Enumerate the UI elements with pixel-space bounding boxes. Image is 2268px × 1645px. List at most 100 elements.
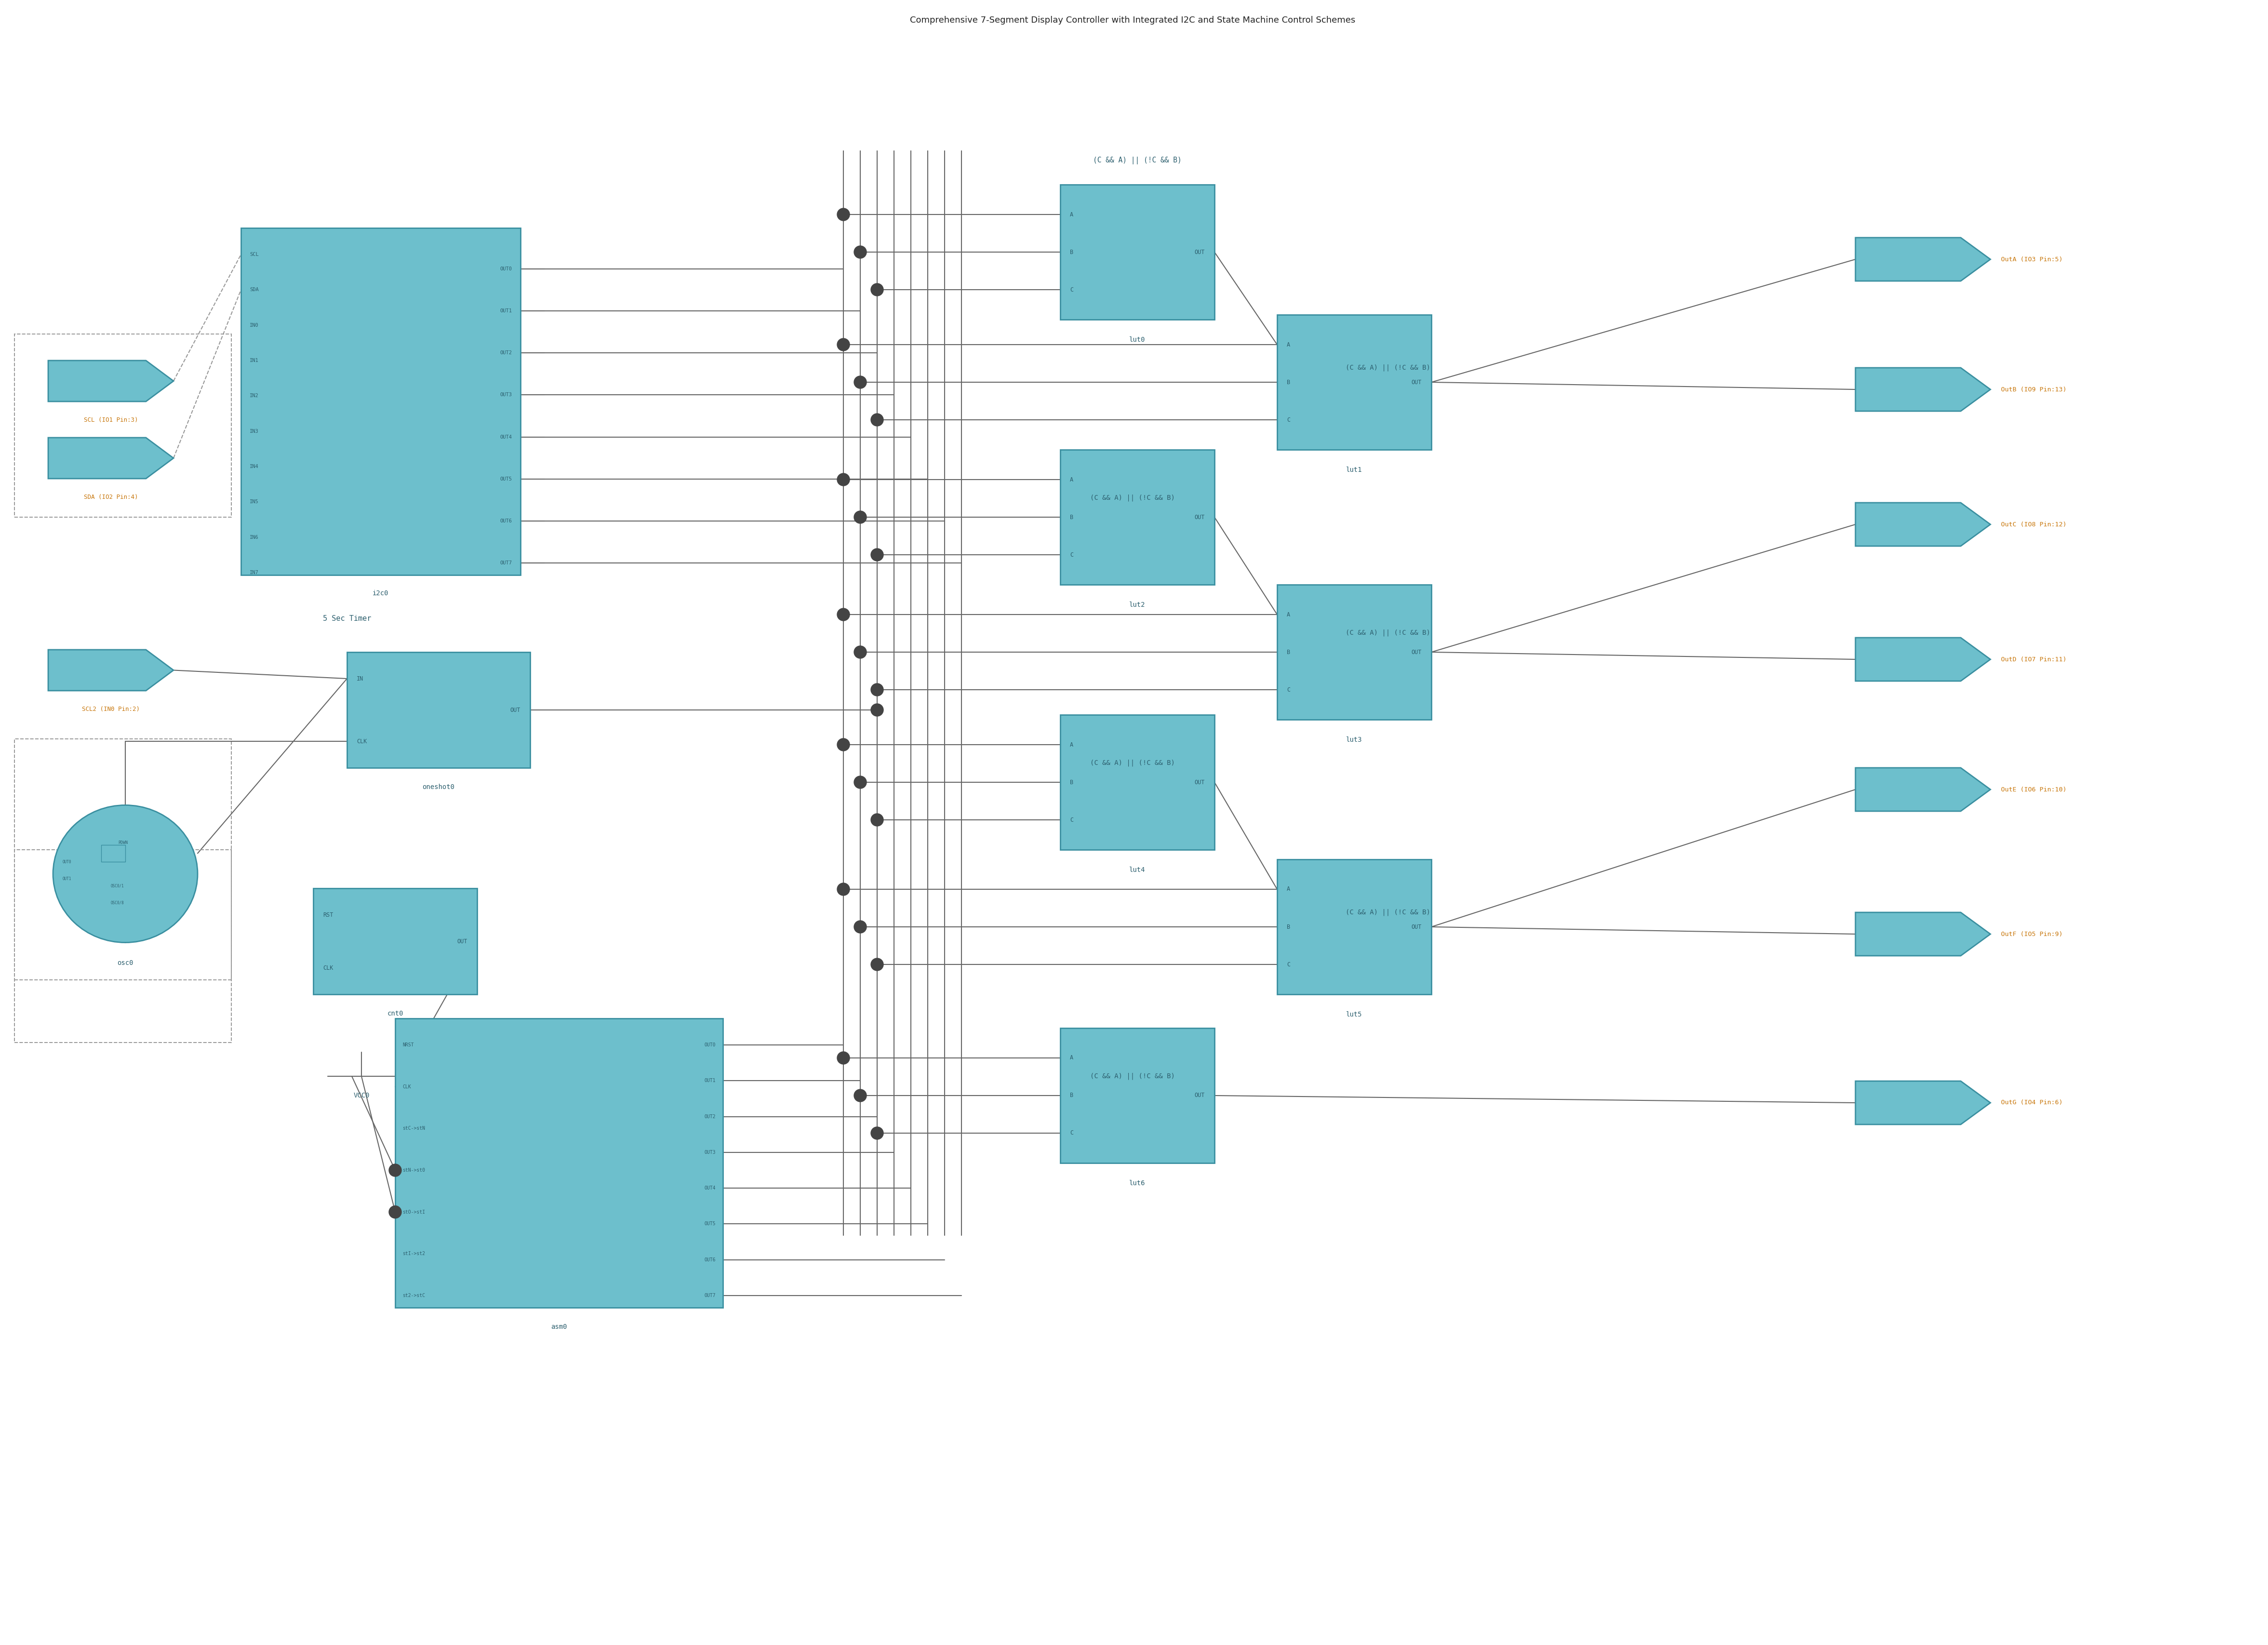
FancyBboxPatch shape [102, 846, 125, 862]
Text: SCL: SCL [249, 252, 259, 257]
Text: OUT4: OUT4 [499, 434, 513, 439]
Text: OUT6: OUT6 [499, 518, 513, 523]
Text: C: C [1286, 686, 1290, 693]
Circle shape [871, 683, 885, 696]
Text: OUT7: OUT7 [705, 1293, 717, 1298]
Text: A: A [1070, 477, 1073, 482]
Text: OutD (IO7 Pin:11): OutD (IO7 Pin:11) [2000, 656, 2066, 663]
Text: CLK: CLK [401, 1084, 411, 1089]
Text: OutE (IO6 Pin:10): OutE (IO6 Pin:10) [2000, 786, 2066, 793]
Circle shape [855, 512, 866, 523]
Text: OUT4: OUT4 [705, 1186, 717, 1191]
Text: NRST: NRST [401, 1043, 413, 1048]
Text: IN4: IN4 [249, 464, 259, 469]
FancyBboxPatch shape [1059, 184, 1213, 319]
Text: OUT1: OUT1 [64, 877, 73, 880]
Text: A: A [1286, 887, 1290, 892]
Text: PDWN: PDWN [118, 841, 127, 844]
Text: stN->st0: stN->st0 [401, 1168, 424, 1173]
Circle shape [855, 245, 866, 258]
Text: OUT0: OUT0 [64, 860, 73, 864]
Text: OutG (IO4 Pin:6): OutG (IO4 Pin:6) [2000, 1099, 2062, 1105]
Text: A: A [1286, 612, 1290, 617]
Text: osc0: osc0 [118, 959, 134, 966]
Text: C: C [1286, 416, 1290, 423]
Text: OUT: OUT [458, 938, 467, 944]
Circle shape [871, 548, 885, 561]
Circle shape [871, 957, 885, 971]
Polygon shape [1855, 638, 1991, 681]
Text: C: C [1070, 1130, 1073, 1137]
Polygon shape [48, 438, 172, 479]
Text: OUT: OUT [1195, 513, 1204, 520]
Text: asm0: asm0 [551, 1324, 567, 1331]
Circle shape [871, 283, 885, 296]
Circle shape [837, 609, 850, 620]
Polygon shape [1855, 913, 1991, 956]
Text: OUT5: OUT5 [499, 477, 513, 482]
Text: VCC0: VCC0 [354, 1092, 370, 1099]
Circle shape [855, 377, 866, 388]
Text: CLK: CLK [356, 739, 367, 745]
Text: OUT2: OUT2 [499, 350, 513, 355]
Polygon shape [48, 650, 172, 691]
Text: i2c0: i2c0 [372, 591, 388, 597]
Text: (C && A) || (!C && B): (C && A) || (!C && B) [1345, 364, 1431, 372]
Text: stC->stN: stC->stN [401, 1127, 424, 1130]
Text: OutF (IO5 Pin:9): OutF (IO5 Pin:9) [2000, 931, 2062, 938]
Text: lut4: lut4 [1129, 867, 1145, 873]
Text: oneshot0: oneshot0 [422, 783, 454, 791]
Text: OUT: OUT [1195, 780, 1204, 785]
Text: RST: RST [322, 911, 333, 918]
Text: lut5: lut5 [1347, 1012, 1363, 1018]
FancyBboxPatch shape [1277, 314, 1431, 449]
FancyBboxPatch shape [395, 1018, 723, 1308]
Text: OUT: OUT [1411, 650, 1422, 655]
Text: OUT6: OUT6 [705, 1257, 717, 1262]
Text: OUT2: OUT2 [705, 1114, 717, 1119]
Text: (C && A) || (!C && B): (C && A) || (!C && B) [1345, 630, 1431, 637]
Text: B: B [1070, 1092, 1073, 1099]
Text: A: A [1070, 742, 1073, 748]
Polygon shape [48, 360, 172, 401]
Text: (C && A) || (!C && B): (C && A) || (!C && B) [1091, 760, 1175, 767]
Text: (C && A) || (!C && B): (C && A) || (!C && B) [1091, 495, 1175, 502]
Text: A: A [1070, 1054, 1073, 1061]
Text: C: C [1070, 551, 1073, 558]
FancyBboxPatch shape [1277, 859, 1431, 994]
Circle shape [837, 739, 850, 750]
FancyBboxPatch shape [313, 888, 476, 994]
Text: OutC (IO8 Pin:12): OutC (IO8 Pin:12) [2000, 521, 2066, 528]
Text: OutA (IO3 Pin:5): OutA (IO3 Pin:5) [2000, 257, 2062, 263]
Polygon shape [1855, 237, 1991, 281]
Polygon shape [1855, 1081, 1991, 1125]
Text: IN3: IN3 [249, 429, 259, 434]
Circle shape [855, 776, 866, 788]
Circle shape [388, 1165, 401, 1176]
FancyBboxPatch shape [240, 229, 519, 576]
Text: (C && A) || (!C && B): (C && A) || (!C && B) [1093, 156, 1182, 164]
Text: lut1: lut1 [1347, 467, 1363, 474]
Text: IN6: IN6 [249, 535, 259, 540]
Circle shape [837, 474, 850, 485]
Text: IN7: IN7 [249, 571, 259, 576]
FancyBboxPatch shape [347, 651, 531, 768]
Text: B: B [1070, 248, 1073, 255]
Text: 5 Sec Timer: 5 Sec Timer [322, 615, 372, 622]
Text: SCL2 (IN0 Pin:2): SCL2 (IN0 Pin:2) [82, 706, 141, 712]
Circle shape [855, 1089, 866, 1102]
Text: st2->stC: st2->stC [401, 1293, 424, 1298]
Text: OUT: OUT [1195, 248, 1204, 255]
Text: A: A [1070, 211, 1073, 217]
Circle shape [871, 1127, 885, 1140]
Text: A: A [1286, 342, 1290, 347]
Circle shape [388, 1206, 401, 1219]
Text: OSC0/8: OSC0/8 [111, 900, 125, 905]
Text: IN0: IN0 [249, 322, 259, 327]
Text: (C && A) || (!C && B): (C && A) || (!C && B) [1345, 910, 1431, 916]
FancyBboxPatch shape [1059, 716, 1213, 850]
Text: IN: IN [356, 676, 363, 681]
Text: B: B [1286, 924, 1290, 929]
Text: stO->stI: stO->stI [401, 1209, 424, 1214]
Text: SCL (IO1 Pin:3): SCL (IO1 Pin:3) [84, 416, 138, 423]
